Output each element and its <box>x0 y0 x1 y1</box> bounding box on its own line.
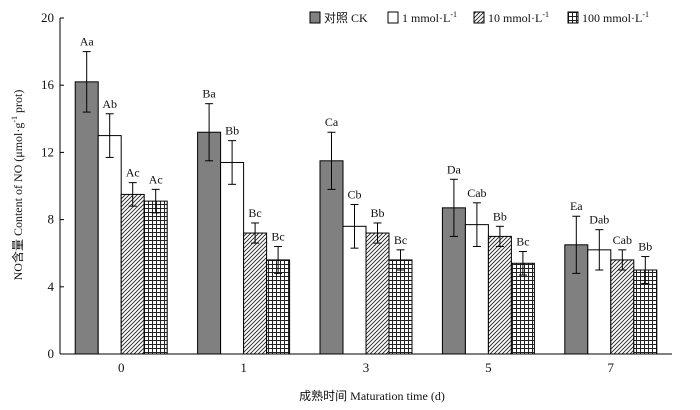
bar <box>610 259 635 355</box>
significance-label: Ba <box>202 87 216 101</box>
bar <box>143 200 168 355</box>
bar <box>388 259 413 355</box>
significance-label: Cab <box>613 233 632 247</box>
significance-label: Bb <box>638 240 652 254</box>
legend-label-main: 1 mmol·L <box>402 11 450 25</box>
significance-label: Bc <box>248 206 261 220</box>
significance-label: Ea <box>570 199 583 213</box>
significance-label: Cb <box>347 187 361 201</box>
legend-label-sup: -1 <box>642 10 649 19</box>
x-tick-label: 0 <box>118 360 125 375</box>
legend-label: 100 mmol·L-1 <box>582 10 649 25</box>
significance-label: Aa <box>80 35 95 49</box>
bar <box>74 81 99 355</box>
bar <box>97 135 122 355</box>
bars-group: Aa Ab Ac Ac Ba Bb Bc Bc Ca Cb Bb Bc Da Cab Bb Bc Ea Dab Ca… <box>74 35 658 355</box>
y-tick-label: 0 <box>48 346 55 361</box>
significance-label: Bc <box>271 229 284 243</box>
y-axis-title-tail: prot) <box>11 90 25 116</box>
bar <box>120 193 145 355</box>
y-axis-title-main: NO含量 Content of NO (μmol·g <box>10 123 25 281</box>
significance-label: Da <box>447 162 462 176</box>
significance-label: Bb <box>493 209 507 223</box>
x-tick-label: 1 <box>240 360 247 375</box>
legend-swatch <box>567 11 579 24</box>
y-tick-label: 16 <box>41 77 55 92</box>
significance-label: Bc <box>394 233 407 247</box>
legend-swatch <box>473 11 485 24</box>
bar <box>266 259 291 355</box>
legend-swatch <box>309 11 321 24</box>
bar <box>197 131 222 355</box>
legend-label-sup: -1 <box>450 10 457 19</box>
significance-label: Ac <box>126 166 140 180</box>
x-tick-label: 7 <box>608 360 615 375</box>
significance-label: Cab <box>467 186 486 200</box>
y-axis-title-sup: -1 <box>10 116 19 123</box>
significance-label: Ca <box>325 115 339 129</box>
legend-label-main: 100 mmol·L <box>582 11 642 25</box>
legend-label: 对照 CK <box>324 11 368 25</box>
bar <box>510 262 535 355</box>
bar <box>365 232 390 355</box>
x-tick-label: 5 <box>485 360 492 375</box>
bar <box>487 235 512 355</box>
significance-label: Ac <box>149 172 163 186</box>
significance-label: Dab <box>589 213 609 227</box>
bar <box>220 161 245 355</box>
legend-label-main: 10 mmol·L <box>488 11 542 25</box>
legend-label: 1 mmol·L-1 <box>402 10 457 25</box>
significance-label: Bb <box>370 206 384 220</box>
significance-label: Bb <box>225 124 239 138</box>
significance-label: Bc <box>516 235 529 249</box>
legend-label-main: 对照 CK <box>324 11 368 25</box>
y-tick-label: 20 <box>41 10 54 25</box>
y-tick-label: 12 <box>41 144 54 159</box>
legend-swatch <box>387 11 399 24</box>
x-axis-title: 成熟时间 Maturation time (d) <box>299 388 445 403</box>
y-tick-label: 8 <box>48 212 55 227</box>
bar <box>243 232 268 355</box>
legend-label: 10 mmol·L-1 <box>488 10 549 25</box>
y-axis-title: NO含量 Content of NO (μmol·g-1 prot) <box>10 90 25 281</box>
legend-label-sup: -1 <box>542 10 549 19</box>
y-tick-label: 4 <box>48 279 55 294</box>
x-tick-label: 3 <box>363 360 370 375</box>
legend: 对照 CK 1 mmol·L-1 10 mmol·L-1 100 mmol·L-1 <box>309 10 649 25</box>
significance-label: Ab <box>102 97 117 111</box>
